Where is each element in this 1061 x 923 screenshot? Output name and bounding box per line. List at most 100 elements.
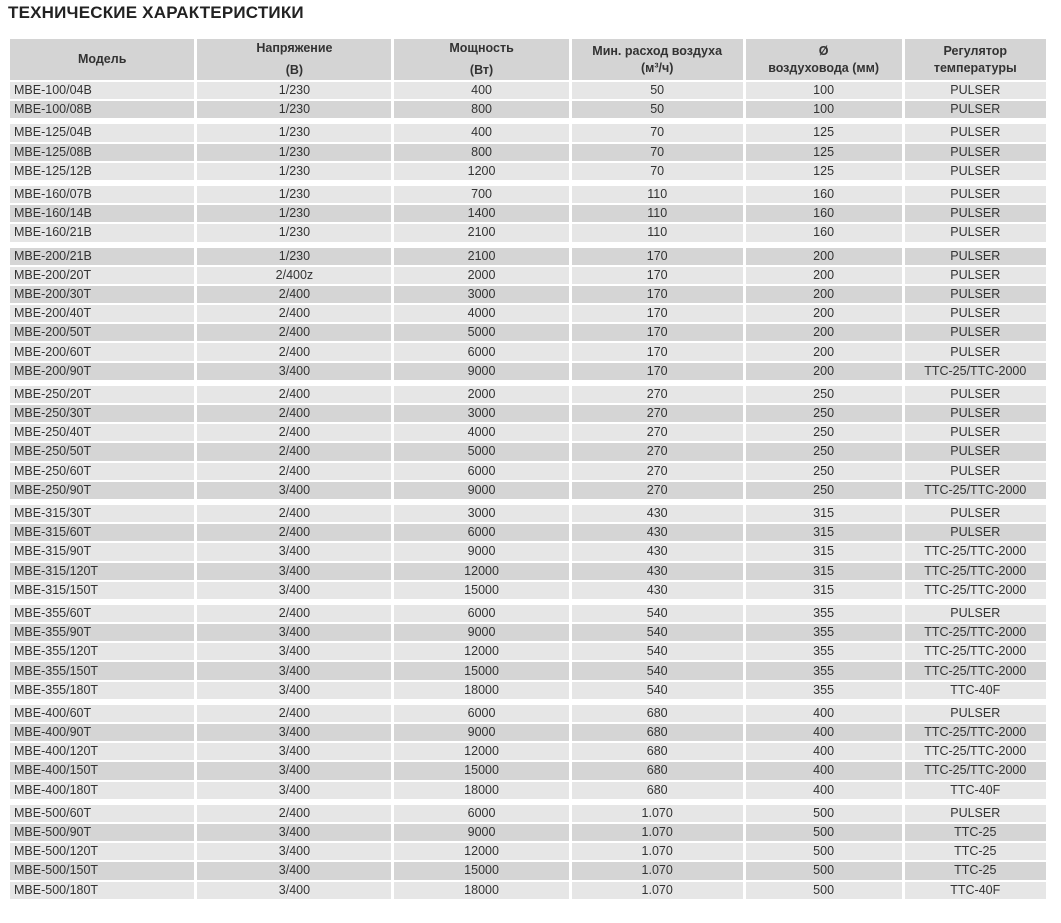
cell-duct-diameter: 315 <box>745 543 902 561</box>
separator-cell <box>394 120 569 123</box>
cell-power: 4000 <box>394 305 569 323</box>
separator-cell <box>197 243 392 246</box>
cell-duct-diameter: 500 <box>745 823 902 842</box>
cell-model: MBE-355/150T <box>10 662 195 680</box>
cell-airflow: 680 <box>571 704 743 722</box>
cell-model: MBE-200/60T <box>10 343 195 361</box>
cell-power: 700 <box>394 185 569 204</box>
separator-cell <box>394 500 569 503</box>
group-separator <box>10 600 1046 603</box>
cell-duct-diameter: 200 <box>745 362 902 380</box>
header-label: Мин. расход воздуха <box>592 43 723 58</box>
cell-duct-diameter: 400 <box>745 704 902 722</box>
cell-model: MBE-400/180T <box>10 781 195 799</box>
cell-duct-diameter: 400 <box>745 743 902 761</box>
cell-model: MBE-315/150T <box>10 581 195 599</box>
cell-regulator: PULSER <box>904 385 1046 403</box>
cell-power: 2000 <box>394 385 569 403</box>
cell-regulator: PULSER <box>904 343 1046 361</box>
cell-airflow: 170 <box>571 285 743 304</box>
cell-airflow: 50 <box>571 82 743 100</box>
cell-airflow: 70 <box>571 124 743 142</box>
cell-power: 18000 <box>394 681 569 699</box>
separator-cell <box>197 381 392 384</box>
table-row: MBE-500/120T 3/400 12000 1.070 500 TTC-25 <box>10 843 1046 861</box>
cell-airflow: 170 <box>571 266 743 284</box>
cell-duct-diameter: 250 <box>745 481 902 499</box>
cell-model: MBE-355/180T <box>10 681 195 699</box>
header-unit: воздуховода (мм) <box>768 60 880 75</box>
cell-power: 1200 <box>394 162 569 180</box>
cell-airflow: 680 <box>571 781 743 799</box>
cell-duct-diameter: 250 <box>745 385 902 403</box>
table-row: MBE-250/40T 2/400 4000 270 250 PULSER <box>10 424 1046 442</box>
separator-cell <box>394 800 569 803</box>
header-label: Мощность <box>449 41 514 55</box>
separator-cell <box>10 600 195 603</box>
separator-cell <box>745 381 902 384</box>
table-row: MBE-355/90T 3/400 9000 540 355 TTC-25/TTC-200… <box>10 624 1046 642</box>
cell-power: 12000 <box>394 843 569 861</box>
cell-duct-diameter: 160 <box>745 224 902 242</box>
separator-cell <box>571 500 743 503</box>
cell-model: MBE-125/08B <box>10 143 195 161</box>
table-row: MBE-160/21B 1/230 2100 110 160 PULSER <box>10 224 1046 242</box>
group-separator <box>10 181 1046 184</box>
cell-regulator: TTC-25 <box>904 843 1046 861</box>
cell-model: MBE-315/30T <box>10 504 195 523</box>
cell-regulator: PULSER <box>904 504 1046 523</box>
cell-airflow: 680 <box>571 743 743 761</box>
cell-voltage: 2/400 <box>197 524 392 542</box>
cell-duct-diameter: 200 <box>745 343 902 361</box>
cell-regulator: TTC-25/TTC-2000 <box>904 562 1046 580</box>
cell-airflow: 430 <box>571 524 743 542</box>
cell-power: 18000 <box>394 781 569 799</box>
cell-duct-diameter: 250 <box>745 405 902 423</box>
cell-duct-diameter: 355 <box>745 624 902 642</box>
cell-voltage: 2/400 <box>197 343 392 361</box>
separator-cell <box>745 120 902 123</box>
cell-voltage: 2/400 <box>197 462 392 480</box>
cell-regulator: PULSER <box>904 101 1046 119</box>
group-separator <box>10 800 1046 803</box>
table-row: MBE-200/40T 2/400 4000 170 200 PULSER <box>10 305 1046 323</box>
cell-voltage: 1/230 <box>197 101 392 119</box>
table-row: MBE-200/21B 1/230 2100 170 200 PULSER <box>10 247 1046 265</box>
header-label: Регулятор <box>943 43 1007 58</box>
cell-model: MBE-250/50T <box>10 443 195 461</box>
separator-cell <box>571 600 743 603</box>
table-body: MBE-100/04B 1/230 400 50 100 PULSER MBE-100/08… <box>10 82 1046 899</box>
cell-model: MBE-315/90T <box>10 543 195 561</box>
table-row: MBE-500/150T 3/400 15000 1.070 500 TTC-25 <box>10 862 1046 880</box>
table-row: MBE-200/20T 2/400z 2000 170 200 PULSER <box>10 266 1046 284</box>
cell-voltage: 2/400 <box>197 504 392 523</box>
cell-regulator: PULSER <box>904 804 1046 822</box>
cell-voltage: 1/230 <box>197 185 392 204</box>
separator-cell <box>904 800 1046 803</box>
page-title: ТЕХНИЧЕСКИЕ ХАРАКТЕРИСТИКИ <box>8 3 304 22</box>
cell-model: MBE-315/60T <box>10 524 195 542</box>
cell-airflow: 170 <box>571 362 743 380</box>
separator-cell <box>197 181 392 184</box>
cell-voltage: 1/230 <box>197 205 392 223</box>
specs-table: Модель Напряжение (В) Мощность (Вт) Мин. р… <box>7 37 1049 901</box>
cell-duct-diameter: 500 <box>745 862 902 880</box>
cell-duct-diameter: 500 <box>745 804 902 822</box>
cell-airflow: 430 <box>571 543 743 561</box>
cell-regulator: TTC-25/TTC-2000 <box>904 762 1046 780</box>
header-voltage: Напряжение (В) <box>197 39 392 80</box>
cell-model: MBE-400/60T <box>10 704 195 722</box>
cell-model: MBE-125/12B <box>10 162 195 180</box>
cell-regulator: PULSER <box>904 704 1046 722</box>
table-row: MBE-200/30T 2/400 3000 170 200 PULSER <box>10 285 1046 304</box>
cell-duct-diameter: 100 <box>745 101 902 119</box>
separator-cell <box>745 800 902 803</box>
cell-regulator: PULSER <box>904 324 1046 342</box>
table-row: MBE-315/120T 3/400 12000 430 315 TTC-25/TTC-2… <box>10 562 1046 580</box>
group-separator <box>10 500 1046 503</box>
cell-regulator: TTC-25/TTC-2000 <box>904 481 1046 499</box>
table-row: MBE-500/90T 3/400 9000 1.070 500 TTC-25 <box>10 823 1046 842</box>
table-row: MBE-400/180T 3/400 18000 680 400 TTC-40F <box>10 781 1046 799</box>
header-power: Мощность (Вт) <box>394 39 569 80</box>
separator-cell <box>394 381 569 384</box>
